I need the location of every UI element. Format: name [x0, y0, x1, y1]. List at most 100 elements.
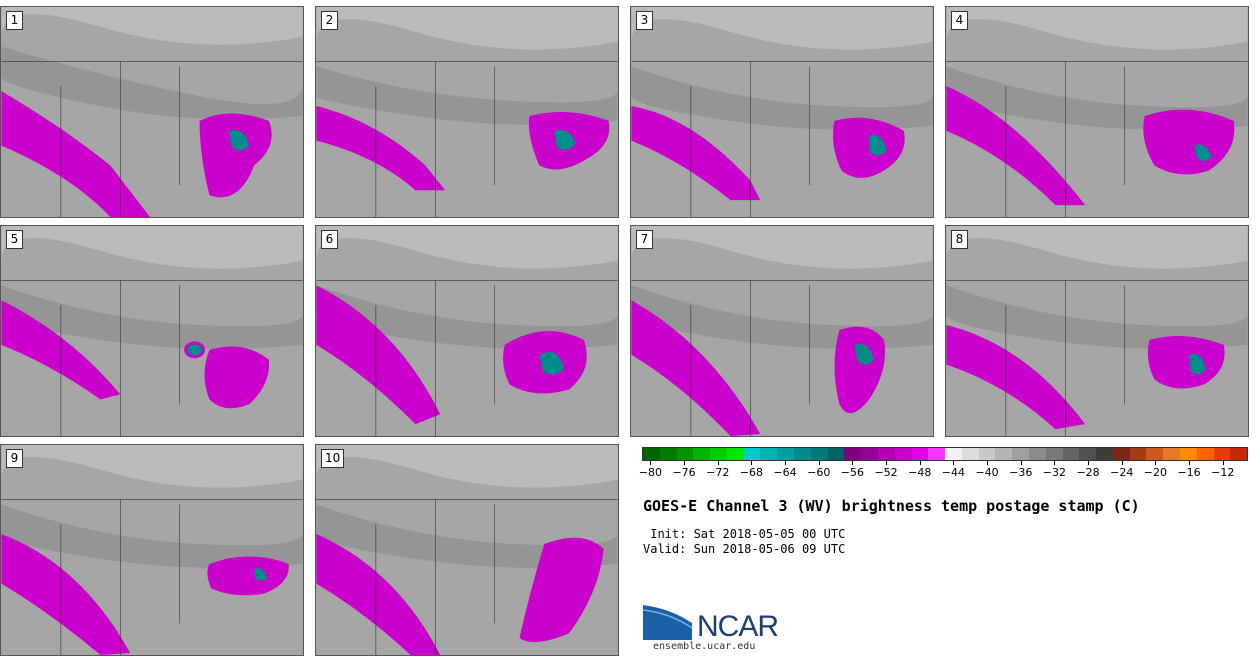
- colorbar-tick-label: −56: [840, 466, 865, 479]
- colorbar-swatch: [777, 448, 795, 460]
- colorbar-tick-label: −52: [874, 466, 898, 479]
- colorbar-swatch: [1012, 448, 1029, 460]
- colorbar-swatch: [810, 448, 828, 460]
- colorbar-swatch: [659, 448, 677, 460]
- init-time: Init: Sat 2018-05-05 00 UTC: [643, 527, 846, 541]
- colorbar-tick-label: −12: [1211, 466, 1235, 479]
- stamp-panel: 8: [945, 225, 1249, 437]
- colorbar-tick-label: −64: [773, 466, 797, 479]
- colorbar-swatch: [827, 448, 845, 460]
- stamp-number: 9: [6, 449, 23, 468]
- colorbar-tick-label: −40: [975, 466, 999, 479]
- colorbar-swatch: [1045, 448, 1063, 460]
- colorbar-tick: [1121, 461, 1123, 465]
- map-plot: [631, 7, 933, 217]
- stamp-panel: 10: [315, 444, 619, 656]
- colorbar-tick: [818, 461, 820, 465]
- colorbar-tick: [953, 461, 955, 465]
- stamp-panel: 9: [0, 444, 304, 656]
- colorbar-swatch: [978, 448, 996, 460]
- colorbar-swatch: [928, 448, 946, 460]
- ncar-logo: [642, 603, 693, 640]
- stamp-panel: 7: [630, 225, 934, 437]
- colorbar-swatch: [693, 448, 711, 460]
- stamp-number: 1: [6, 11, 23, 30]
- colorbar-tick-label: −36: [1009, 466, 1033, 479]
- map-plot: [631, 226, 933, 436]
- colorbar-swatch: [995, 448, 1013, 460]
- colorbar-swatch: [1112, 448, 1130, 460]
- stamp-number: 7: [636, 230, 653, 249]
- map-plot: [946, 226, 1248, 436]
- stamp-number: 10: [321, 449, 345, 468]
- colorbar-tick-label: −24: [1110, 466, 1134, 479]
- colorbar-swatch: [1129, 448, 1147, 460]
- colorbar-tick-label: −48: [908, 466, 932, 479]
- map-plot: [316, 226, 618, 436]
- colorbar-swatch: [877, 448, 895, 460]
- colorbar-swatch: [1230, 448, 1248, 460]
- colorbar-tick-label: −76: [672, 466, 696, 479]
- colorbar-swatch: [1028, 448, 1046, 460]
- colorbar-swatch: [1079, 448, 1097, 460]
- colorbar-tick: [1088, 461, 1090, 465]
- colorbar-tick: [886, 461, 888, 465]
- colorbar-tick: [1189, 461, 1191, 465]
- stamp-panel: 5: [0, 225, 304, 437]
- map-plot: [946, 7, 1248, 217]
- colorbar-swatch: [961, 448, 979, 460]
- stamp-panel: 4: [945, 6, 1249, 218]
- colorbar-swatch: [1062, 448, 1080, 460]
- colorbar-swatch: [1213, 448, 1231, 460]
- colorbar-tick-label: −68: [739, 466, 764, 479]
- colorbar-tick-label: −60: [807, 466, 831, 479]
- stamp-number: 3: [636, 11, 653, 30]
- valid-time: Valid: Sun 2018-05-06 09 UTC: [643, 542, 846, 556]
- colorbar-tick: [919, 461, 921, 465]
- colorbar-swatch: [894, 448, 912, 460]
- figure-title: GOES-E Channel 3 (WV) brightness temp po…: [643, 497, 1140, 515]
- stamp-number: 5: [6, 230, 23, 249]
- colorbar-tick-label: −32: [1042, 466, 1067, 479]
- colorbar: [642, 447, 1248, 461]
- colorbar-swatch: [945, 448, 962, 460]
- colorbar-tick: [1155, 461, 1157, 465]
- colorbar-tick: [751, 461, 753, 465]
- colorbar-tick: [1020, 461, 1022, 465]
- colorbar-tick-label: −44: [941, 466, 966, 479]
- stamp-number: 4: [951, 11, 968, 30]
- map-plot: [316, 7, 618, 217]
- colorbar-swatch: [794, 448, 811, 460]
- colorbar-swatch: [760, 448, 778, 460]
- map-plot: [316, 445, 618, 655]
- colorbar-tick: [684, 461, 686, 465]
- colorbar-tick: [1222, 461, 1224, 465]
- colorbar-swatch: [726, 448, 744, 460]
- stamp-panel: 1: [0, 6, 304, 218]
- colorbar-swatch: [844, 448, 862, 460]
- colorbar-swatch: [861, 448, 878, 460]
- colorbar-ticks: −80 −76 −72 −68 −64 −60 −56 −52 −48 −44 −40 −36 −32−…: [639, 461, 1248, 481]
- colorbar-swatch: [1196, 448, 1214, 460]
- stamp-number: 8: [951, 230, 968, 249]
- colorbar-tick-label: −72: [706, 466, 730, 479]
- logo-text: NCAR: [697, 610, 779, 643]
- colorbar-tick-label: −20: [1143, 466, 1168, 479]
- stamp-number: 2: [321, 11, 338, 30]
- colorbar-tick: [785, 461, 787, 465]
- colorbar-swatch: [710, 448, 727, 460]
- colorbar-swatch: [1146, 448, 1164, 460]
- colorbar-swatch: [676, 448, 694, 460]
- stamp-panel: 6: [315, 225, 619, 437]
- stamp-number: 6: [321, 230, 338, 249]
- colorbar-swatch: [1163, 448, 1180, 460]
- colorbar-tick-label: −28: [1076, 466, 1100, 479]
- map-plot: [1, 445, 303, 655]
- colorbar-tick: [987, 461, 989, 465]
- colorbar-tick: [650, 461, 652, 465]
- colorbar-tick: [717, 461, 719, 465]
- colorbar-tick: [1054, 461, 1056, 465]
- map-plot: [1, 226, 303, 436]
- website-url: ensemble.ucar.edu: [653, 641, 756, 652]
- stamp-panel: 2: [315, 6, 619, 218]
